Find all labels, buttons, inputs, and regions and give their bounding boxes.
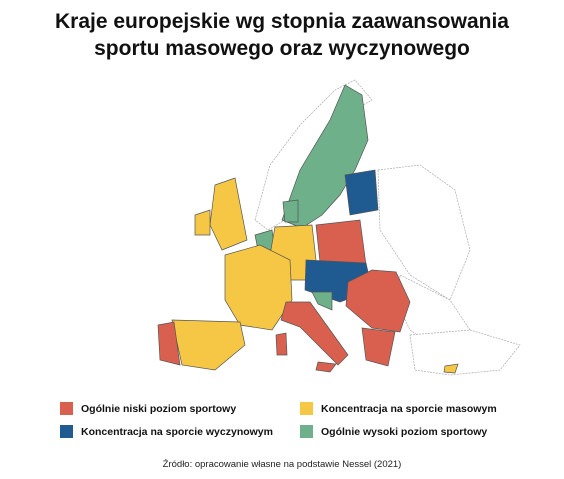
region	[275, 332, 288, 356]
legend-item: Koncentracja na sporcie wyczynowym	[60, 425, 300, 438]
non-eu-region	[409, 329, 521, 376]
region	[194, 209, 211, 236]
region	[361, 327, 396, 367]
non-eu-region	[377, 164, 471, 301]
region	[443, 363, 459, 374]
region	[157, 321, 181, 366]
legend-label: Koncentracja na sporcie masowym	[321, 402, 497, 415]
region	[315, 361, 337, 373]
legend-item: Ogólnie wysoki poziom sportowy	[300, 425, 530, 438]
legend-label: Ogólnie niski poziom sportowy	[81, 402, 237, 415]
region	[344, 169, 379, 216]
legend-swatch	[300, 425, 313, 438]
title: Kraje europejskie wg stopnia zaawansowan…	[55, 10, 509, 60]
source: Źródło: opracowanie własne na podstawie …	[162, 459, 402, 470]
legend-label: Ogólnie wysoki poziom sportowy	[321, 425, 488, 438]
map	[157, 79, 521, 376]
region	[282, 199, 299, 223]
legend-swatch	[60, 402, 73, 415]
legend-swatch	[300, 402, 313, 415]
region	[224, 244, 293, 331]
region	[311, 291, 333, 311]
legend: Ogólnie niski poziom sportowy Koncentracj…	[60, 402, 530, 438]
region	[315, 219, 367, 266]
legend-swatch	[60, 425, 73, 438]
legend-item: Ogólnie niski poziom sportowy	[60, 402, 300, 415]
legend-item: Koncentracja na sporcie masowym	[300, 402, 530, 415]
region	[171, 319, 246, 371]
region	[281, 84, 369, 229]
region	[280, 301, 349, 366]
region	[345, 269, 411, 333]
legend-label: Koncentracja na sporcie wyczynowym	[81, 425, 273, 438]
region	[209, 177, 248, 251]
